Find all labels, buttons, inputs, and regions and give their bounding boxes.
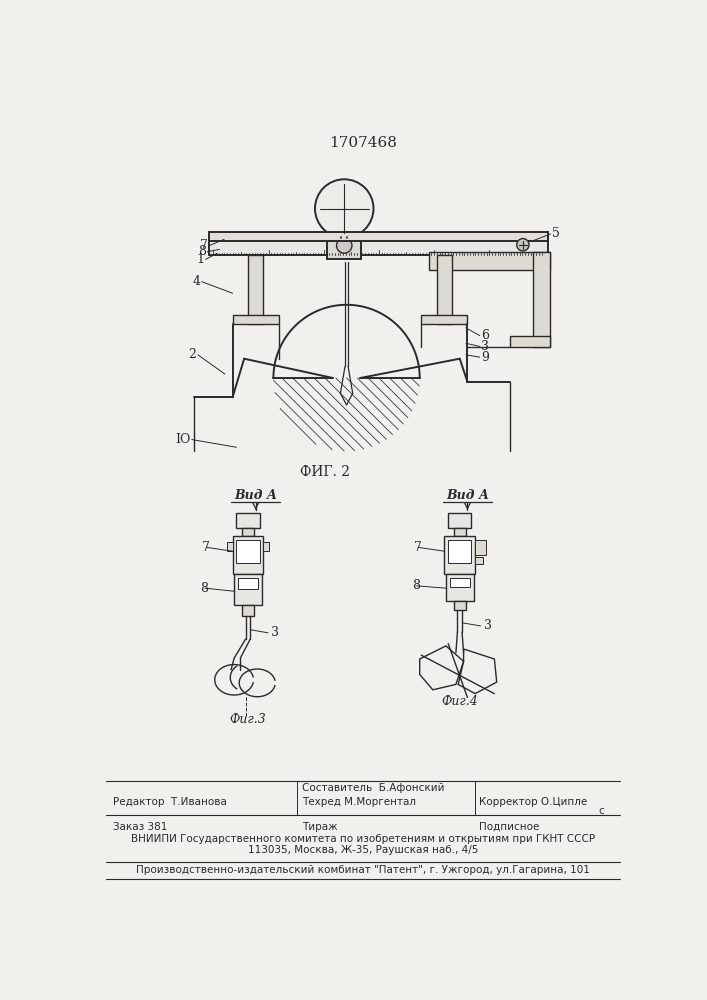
Bar: [233, 536, 264, 574]
Bar: [448, 540, 472, 563]
Text: Фиг.4: Фиг.4: [441, 695, 478, 708]
Text: 2: 2: [189, 348, 197, 361]
Bar: [446, 574, 474, 601]
Text: ФИГ. 2: ФИГ. 2: [300, 465, 350, 479]
Text: c: c: [598, 806, 604, 816]
Bar: [327, 234, 361, 259]
Text: 7: 7: [201, 541, 210, 554]
Bar: [209, 232, 549, 241]
Text: 113035, Москва, Ж-35, Раушская наб., 4/5: 113035, Москва, Ж-35, Раушская наб., 4/5: [247, 845, 478, 855]
Bar: [421, 315, 467, 324]
Bar: [242, 528, 254, 536]
Text: Редактор  Т.Иванова: Редактор Т.Иванова: [113, 797, 227, 807]
Bar: [238, 578, 258, 589]
Bar: [209, 239, 549, 255]
Circle shape: [517, 239, 529, 251]
Text: 7: 7: [414, 541, 421, 554]
Text: 3: 3: [271, 626, 279, 639]
Text: Техред М.Моргентал: Техред М.Моргентал: [302, 797, 416, 807]
Bar: [437, 255, 452, 324]
Text: Подписное: Подписное: [479, 822, 539, 832]
Text: 5: 5: [552, 227, 560, 240]
Text: Фиг.3: Фиг.3: [230, 713, 267, 726]
Bar: [264, 542, 269, 551]
Bar: [533, 252, 550, 347]
Text: 3: 3: [484, 619, 492, 632]
Bar: [454, 528, 466, 536]
Circle shape: [315, 179, 373, 238]
Text: 8: 8: [198, 245, 206, 258]
Text: Корректор О.Ципле: Корректор О.Ципле: [479, 797, 588, 807]
Bar: [234, 574, 262, 605]
Text: Тираж: Тираж: [302, 822, 337, 832]
Text: Составитель  Б.Афонский: Составитель Б.Афонский: [302, 783, 445, 793]
Bar: [475, 557, 483, 564]
Bar: [475, 540, 486, 555]
Bar: [454, 601, 466, 610]
Bar: [448, 513, 472, 528]
Text: 7: 7: [200, 239, 208, 252]
Text: 6: 6: [481, 329, 489, 342]
Circle shape: [337, 238, 352, 253]
Text: IO: IO: [175, 433, 190, 446]
Bar: [248, 255, 264, 324]
Bar: [236, 513, 259, 528]
Text: 4: 4: [192, 275, 200, 288]
Bar: [236, 540, 259, 563]
Text: ВНИИПИ Государственного комитета по изобретениям и открытиям при ГКНТ СССР: ВНИИПИ Государственного комитета по изоб…: [131, 834, 595, 844]
Bar: [233, 315, 279, 324]
Text: Вид А: Вид А: [446, 489, 489, 502]
Text: 9: 9: [481, 351, 489, 364]
Text: 8: 8: [200, 582, 209, 595]
Text: Производственно-издательский комбинат "Патент", г. Ужгород, ул.Гагарина, 101: Производственно-издательский комбинат "П…: [136, 865, 590, 875]
Bar: [450, 578, 469, 587]
Bar: [227, 542, 233, 551]
Text: 1707468: 1707468: [329, 136, 397, 150]
Text: Вид А: Вид А: [234, 489, 277, 502]
Bar: [242, 605, 254, 616]
Text: Заказ 381: Заказ 381: [113, 822, 168, 832]
Bar: [429, 252, 550, 270]
Bar: [444, 536, 475, 574]
Text: 8: 8: [412, 579, 420, 592]
Text: 3: 3: [481, 340, 489, 353]
Bar: [510, 336, 550, 347]
Text: 1: 1: [196, 253, 204, 266]
